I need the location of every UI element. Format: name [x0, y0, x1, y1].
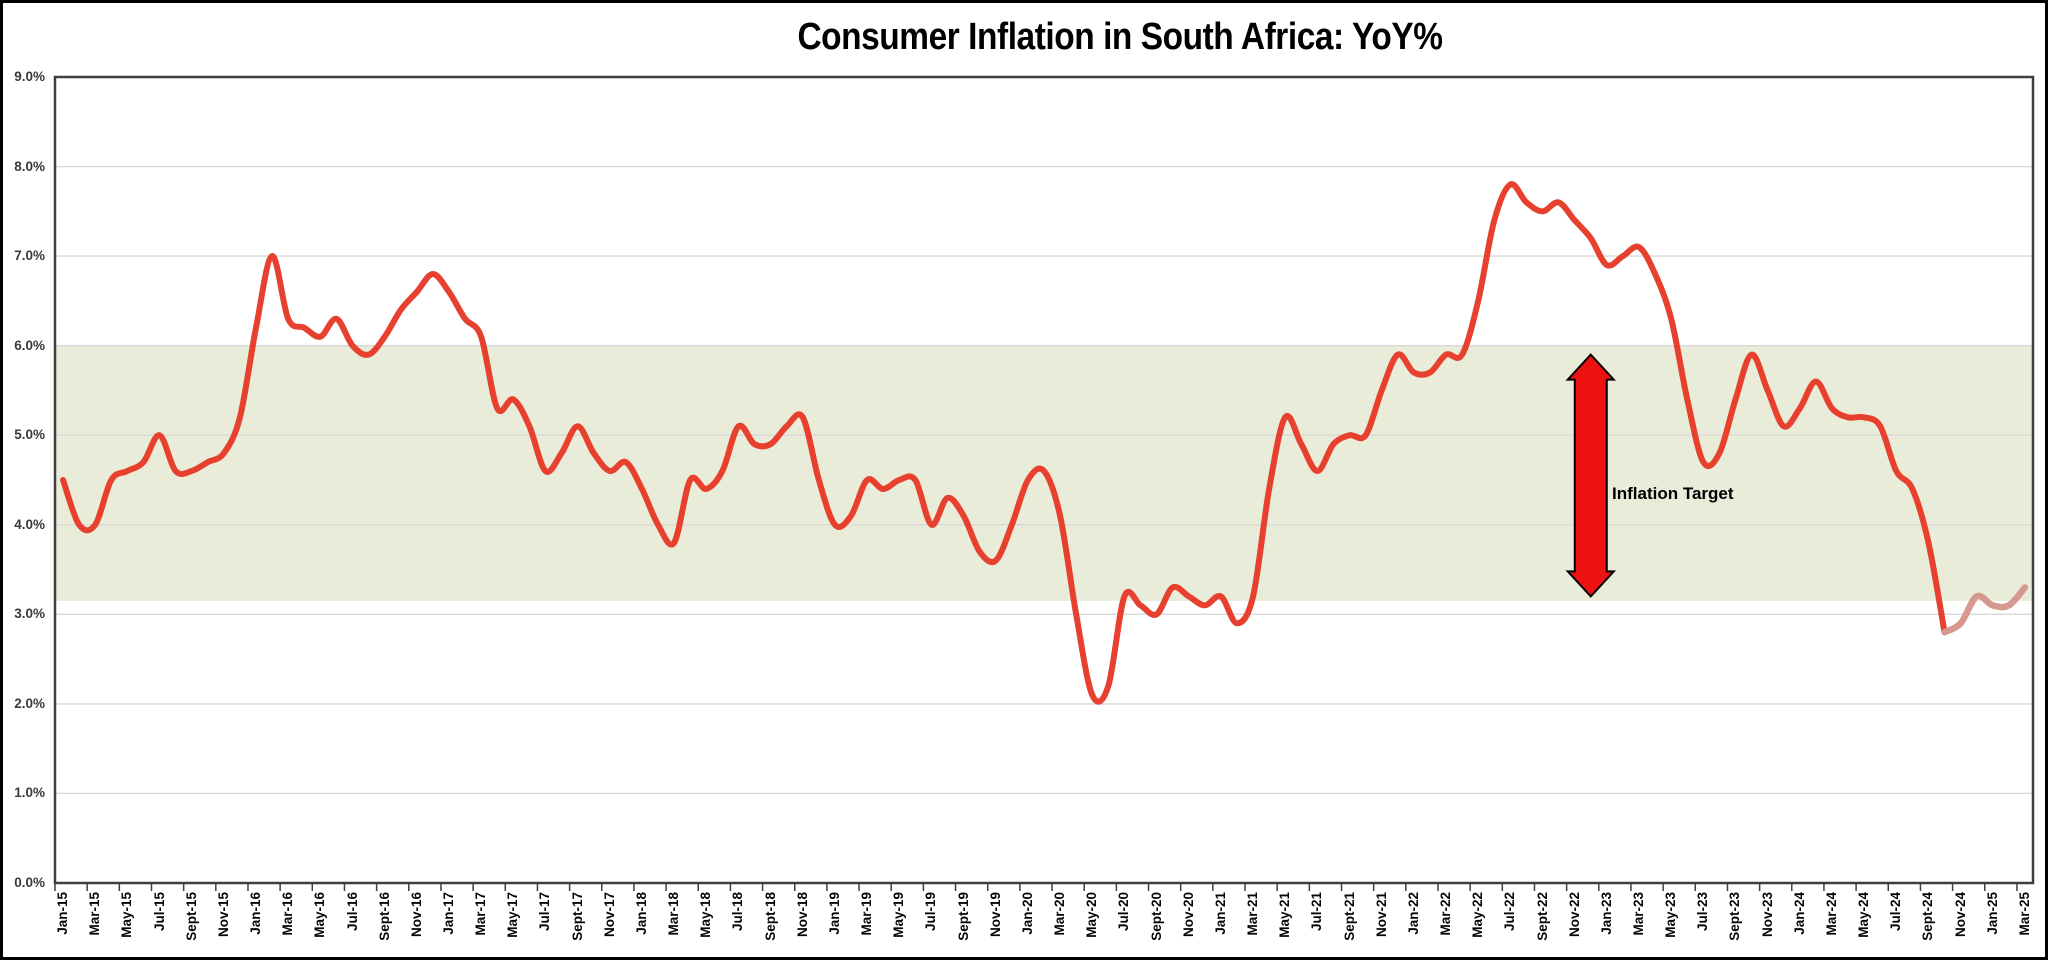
x-tick-label: Sept-18	[762, 892, 778, 941]
x-tick-label: May-17	[505, 892, 521, 938]
x-tick-label: Sept-15	[183, 892, 199, 941]
x-tick-label: Nov-15	[215, 892, 231, 938]
x-tick-label: Sept-20	[1148, 892, 1164, 941]
y-tick-label: 0.0%	[14, 875, 45, 890]
y-tick-label: 1.0%	[14, 785, 45, 801]
x-tick-label: Mar-22	[1438, 892, 1454, 936]
x-tick-label: Jan-19	[826, 892, 842, 935]
x-tick-label: Nov-16	[408, 892, 424, 938]
plot-svg	[53, 75, 2035, 891]
x-tick-label: Mar-19	[859, 892, 875, 936]
x-tick-label: Jan-22	[1405, 892, 1421, 935]
y-tick-label: 9.0%	[14, 69, 45, 84]
x-tick-label: Jan-17	[440, 892, 456, 935]
x-tick-label: Mar-23	[1631, 892, 1646, 936]
x-tick-label: Mar-16	[280, 892, 296, 936]
x-tick-label: May-23	[1663, 892, 1679, 938]
x-tick-label: May-21	[1277, 892, 1293, 938]
x-tick-label: Jul-20	[1116, 892, 1132, 932]
x-tick-label: Jan-24	[1791, 892, 1807, 935]
x-tick-label: Jan-23	[1598, 892, 1614, 935]
y-tick-label: 4.0%	[14, 516, 45, 532]
x-tick-label: Sept-24	[1920, 892, 1936, 941]
x-tick-label: Nov-24	[1952, 892, 1968, 938]
y-tick-label: 7.0%	[14, 248, 45, 264]
x-tick-label: May-18	[698, 892, 714, 938]
y-tick-label: 6.0%	[14, 337, 45, 353]
x-tick-label: Mar-20	[1052, 892, 1068, 936]
x-tick-label: Mar-17	[473, 892, 489, 936]
inflation-target-label: Inflation Target	[1612, 484, 1734, 503]
x-tick-label: Nov-17	[601, 892, 617, 938]
x-tick-label: Jul-16	[344, 892, 360, 932]
inflation-target-arrow	[1565, 353, 1617, 598]
x-tick-label: May-24	[1856, 892, 1872, 938]
x-tick-label: Nov-23	[1759, 892, 1775, 938]
x-tick-label: May-19	[891, 892, 907, 938]
chart-title: Consumer Inflation in South Africa: YoY%	[797, 16, 1443, 58]
x-tick-label: Jul-23	[1695, 892, 1711, 932]
x-tick-label: Jul-15	[151, 892, 167, 932]
x-tick-label: Nov-22	[1566, 892, 1582, 938]
x-tick-label: Sept-17	[569, 892, 585, 941]
x-tick-label: Jul-24	[1888, 892, 1904, 932]
cpi-line	[60, 181, 1948, 705]
x-tick-label: Mar-24	[1823, 892, 1839, 936]
x-tick-label: Jul-19	[923, 892, 939, 932]
x-tick-label: May-16	[312, 892, 328, 938]
x-tick-label: May-15	[119, 892, 135, 938]
x-tick-label: Nov-19	[987, 892, 1003, 938]
x-tick-label: Jan-18	[633, 892, 649, 935]
x-tick-label: Jan-15	[55, 892, 71, 935]
forecast-line	[1941, 584, 2029, 636]
y-tick-label: 2.0%	[14, 695, 45, 711]
x-tick-label: Jul-22	[1502, 892, 1518, 932]
x-tick-label: Jan-16	[248, 892, 264, 935]
x-tick-label: Mar-18	[666, 892, 682, 936]
x-tick-label: Nov-18	[794, 892, 810, 938]
x-tick-label: Jul-21	[1309, 892, 1325, 932]
y-tick-label: 3.0%	[14, 606, 45, 622]
x-tick-label: Jan-20	[1019, 892, 1035, 935]
x-tick-label: May-22	[1470, 892, 1486, 938]
x-tick-label: Nov-21	[1373, 892, 1389, 938]
x-tick-label: Sept-21	[1341, 892, 1357, 941]
x-tick-label: Sept-22	[1534, 892, 1550, 941]
x-tick-label: Sept-16	[376, 892, 392, 941]
x-tick-label: Sept-19	[955, 892, 971, 941]
x-tick-label: Sept-23	[1727, 892, 1743, 941]
x-tick-label: Jan-21	[1212, 892, 1228, 935]
x-tick-label: Nov-20	[1180, 892, 1196, 938]
x-tick-label: Jul-18	[730, 892, 746, 932]
x-tick-label: Jul-17	[537, 892, 553, 932]
x-tick-label: May-20	[1084, 892, 1100, 938]
x-tick-label: Mar-21	[1245, 892, 1261, 936]
plot-border	[53, 75, 2035, 885]
y-tick-label: 5.0%	[14, 427, 45, 443]
x-tick-label: Mar-25	[2016, 892, 2032, 936]
x-tick-label: Mar-15	[87, 892, 103, 936]
y-tick-label: 8.0%	[14, 158, 45, 174]
x-tick-label: Jan-25	[1984, 892, 2000, 935]
